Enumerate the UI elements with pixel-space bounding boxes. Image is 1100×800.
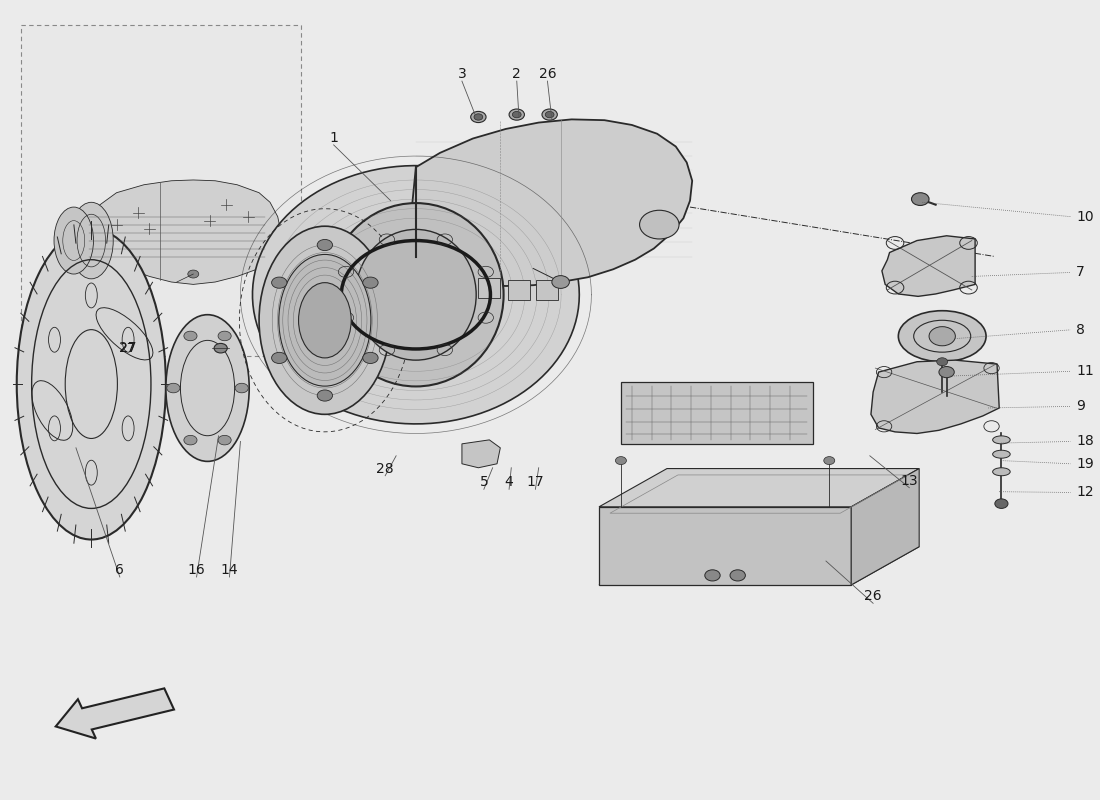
Text: 8: 8 xyxy=(1076,323,1085,337)
FancyArrow shape xyxy=(56,688,174,738)
Circle shape xyxy=(546,111,554,118)
Polygon shape xyxy=(600,507,851,585)
Text: 10: 10 xyxy=(1076,210,1093,224)
Bar xyxy=(508,281,530,300)
Bar xyxy=(620,382,813,444)
Circle shape xyxy=(474,114,483,120)
Polygon shape xyxy=(871,360,999,434)
Bar xyxy=(21,26,300,356)
Ellipse shape xyxy=(992,450,1010,458)
Text: 16: 16 xyxy=(188,563,206,577)
Circle shape xyxy=(272,277,287,288)
Circle shape xyxy=(167,383,180,393)
Circle shape xyxy=(939,366,955,378)
Polygon shape xyxy=(882,236,975,296)
Circle shape xyxy=(930,326,956,346)
Circle shape xyxy=(184,331,197,341)
Circle shape xyxy=(639,210,679,239)
Polygon shape xyxy=(80,180,280,285)
Polygon shape xyxy=(253,166,580,424)
Ellipse shape xyxy=(260,226,390,414)
Polygon shape xyxy=(407,119,692,286)
Ellipse shape xyxy=(278,254,371,386)
Ellipse shape xyxy=(69,202,113,279)
Circle shape xyxy=(218,331,231,341)
Text: 2: 2 xyxy=(513,67,521,81)
Text: 11: 11 xyxy=(1076,364,1093,378)
Text: 3: 3 xyxy=(458,67,466,81)
Polygon shape xyxy=(462,440,501,468)
Text: 26: 26 xyxy=(539,67,557,81)
Circle shape xyxy=(937,358,948,366)
Circle shape xyxy=(363,277,378,288)
Circle shape xyxy=(317,390,332,401)
Text: 4: 4 xyxy=(505,475,514,490)
Ellipse shape xyxy=(899,310,986,362)
Polygon shape xyxy=(600,469,920,507)
Circle shape xyxy=(994,499,1008,509)
Circle shape xyxy=(272,352,287,363)
Text: 14: 14 xyxy=(221,563,239,577)
Text: 17: 17 xyxy=(527,475,544,490)
Ellipse shape xyxy=(328,203,504,386)
Text: 27: 27 xyxy=(120,342,135,354)
Circle shape xyxy=(912,193,930,206)
Ellipse shape xyxy=(54,207,94,274)
Circle shape xyxy=(824,457,835,465)
Text: 6: 6 xyxy=(116,563,124,577)
Text: 5: 5 xyxy=(480,475,488,490)
Text: 27: 27 xyxy=(119,341,136,355)
Circle shape xyxy=(730,570,746,581)
Circle shape xyxy=(218,435,231,445)
Circle shape xyxy=(552,276,570,288)
Circle shape xyxy=(471,111,486,122)
Polygon shape xyxy=(851,469,920,585)
Ellipse shape xyxy=(355,230,476,360)
Text: 28: 28 xyxy=(376,462,394,476)
Circle shape xyxy=(542,109,558,120)
Ellipse shape xyxy=(166,314,250,462)
Bar xyxy=(478,278,500,298)
Circle shape xyxy=(705,570,720,581)
Circle shape xyxy=(615,457,626,465)
Text: 18: 18 xyxy=(1076,434,1093,449)
Ellipse shape xyxy=(992,468,1010,476)
Ellipse shape xyxy=(298,282,351,358)
Text: 12: 12 xyxy=(1076,486,1093,499)
Circle shape xyxy=(363,352,378,363)
Ellipse shape xyxy=(16,229,166,539)
Circle shape xyxy=(317,239,332,250)
Polygon shape xyxy=(600,546,920,585)
Text: 26: 26 xyxy=(865,590,882,603)
Text: 19: 19 xyxy=(1076,457,1093,470)
Ellipse shape xyxy=(992,436,1010,444)
Circle shape xyxy=(509,109,525,120)
Text: 7: 7 xyxy=(1076,266,1085,279)
Circle shape xyxy=(235,383,249,393)
Circle shape xyxy=(188,270,199,278)
Bar xyxy=(537,280,559,299)
Text: 13: 13 xyxy=(901,474,918,488)
Circle shape xyxy=(184,435,197,445)
Circle shape xyxy=(513,111,521,118)
Text: 9: 9 xyxy=(1076,399,1085,414)
Text: 1: 1 xyxy=(329,131,338,145)
Circle shape xyxy=(214,343,228,353)
